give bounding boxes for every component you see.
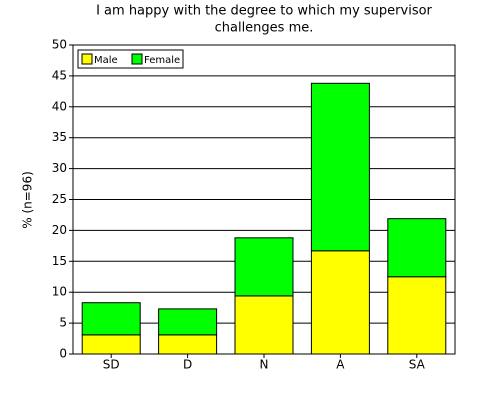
bar-segment — [387, 276, 447, 355]
legend-swatch — [131, 53, 143, 65]
bar-segment — [234, 295, 294, 355]
x-tick-label: SA — [409, 358, 426, 372]
x-tick-label: N — [260, 358, 269, 372]
x-tick-label: D — [183, 358, 192, 372]
y-tick-label: 25 — [52, 192, 67, 206]
chart-title: challenges me. — [215, 21, 314, 36]
legend-label: Male — [94, 55, 118, 66]
bar-segment — [310, 250, 370, 355]
bar-segment — [81, 334, 141, 355]
bar-segment — [158, 334, 218, 355]
bar-segment — [387, 218, 447, 278]
y-tick-label: 15 — [52, 254, 67, 268]
legend-swatch — [81, 53, 93, 65]
y-tick-label: 20 — [52, 223, 67, 237]
y-tick-label: 40 — [52, 99, 67, 113]
legend-box — [77, 49, 184, 69]
bar-segment — [234, 237, 294, 297]
y-tick-label: 30 — [52, 161, 67, 175]
y-tick-label: 10 — [52, 285, 67, 299]
bar-segment — [81, 302, 141, 336]
plot-frame — [72, 44, 456, 355]
bar-segment — [310, 82, 370, 252]
x-tick-label: A — [336, 358, 345, 372]
y-tick-label: 35 — [52, 130, 67, 144]
y-tick-label: 5 — [59, 316, 67, 330]
y-axis-label: % (n=96) — [21, 171, 35, 229]
legend-label: Female — [144, 55, 180, 66]
chart-title: I am happy with the degree to which my s… — [96, 4, 432, 19]
x-tick-label: SD — [103, 358, 120, 372]
y-tick-label: 0 — [59, 347, 67, 361]
bar-segment — [158, 308, 218, 336]
y-tick-label: 50 — [52, 38, 67, 52]
y-tick-label: 45 — [52, 68, 67, 82]
